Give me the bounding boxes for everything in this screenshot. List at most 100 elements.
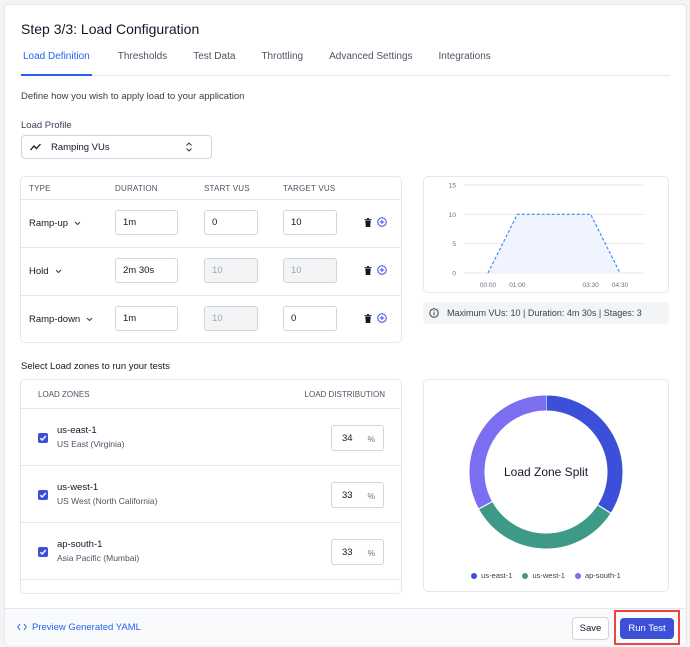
column-header-start-vus: START VUS xyxy=(204,184,250,193)
donut-legend: us-east-1 us-west-1 ap-south-1 xyxy=(424,571,668,580)
start-vus-input[interactable]: 0 xyxy=(204,210,258,235)
distribution-input[interactable]: 33% xyxy=(331,482,384,508)
check-icon xyxy=(39,435,47,442)
add-circle-icon[interactable] xyxy=(377,313,387,323)
start-vus-input: 10 xyxy=(204,306,258,331)
load-profile-value: Ramping VUs xyxy=(51,141,110,153)
check-icon xyxy=(39,549,47,556)
donut-slice-us-west-1 xyxy=(478,501,611,549)
legend-item: us-east-1 xyxy=(471,571,512,580)
zone-row-partial xyxy=(21,579,401,593)
trend-icon xyxy=(30,143,41,151)
check-icon xyxy=(39,492,47,499)
zone-region: Asia Pacific (Mumbai) xyxy=(57,553,140,563)
percent-unit: % xyxy=(367,434,375,444)
zone-region: US East (Virginia) xyxy=(57,439,125,449)
run-test-button[interactable]: Run Test xyxy=(620,618,674,639)
tab-bar: Load Definition Thresholds Test Data Thr… xyxy=(21,47,670,76)
duration-input[interactable]: 1m xyxy=(115,306,178,331)
stage-row-hold: Hold 2m 30s 10 10 xyxy=(21,247,401,295)
target-vus-input: 10 xyxy=(283,258,337,283)
save-button[interactable]: Save xyxy=(572,617,609,640)
zone-split-donut: Load Zone Split us-east-1 us-west-1 ap-s… xyxy=(423,379,669,592)
target-vus-input[interactable]: 0 xyxy=(283,306,337,331)
y-tick-label: 10 xyxy=(449,212,457,219)
x-tick-label: 00:00 xyxy=(480,282,497,289)
vus-chart-svg: 0 5 10 15 00:00 01:00 03:30 04:30 xyxy=(449,183,644,289)
trash-icon[interactable] xyxy=(364,314,372,323)
stage-type-select[interactable]: Ramp-up xyxy=(29,218,81,229)
load-profile-select[interactable]: Ramping VUs xyxy=(21,135,212,159)
legend-item: ap-south-1 xyxy=(574,571,621,580)
tab-load-definition[interactable]: Load Definition xyxy=(21,47,92,76)
column-header-load-distribution: LOAD DISTRIBUTION xyxy=(304,390,385,399)
duration-input[interactable]: 2m 30s xyxy=(115,258,178,283)
chevron-down-icon xyxy=(74,221,81,226)
percent-unit: % xyxy=(367,548,375,558)
tab-integrations[interactable]: Integrations xyxy=(438,51,491,62)
code-icon xyxy=(17,624,27,631)
stages-table: TYPE DURATION START VUS TARGET VUS Ramp-… xyxy=(20,176,402,343)
tab-test-data[interactable]: Test Data xyxy=(193,51,236,62)
zone-row-us-east-1: us-east-1 US East (Virginia) 34% xyxy=(21,408,401,465)
column-header-load-zones: LOAD ZONES xyxy=(38,390,90,399)
zone-checkbox[interactable] xyxy=(38,547,48,557)
zone-checkbox[interactable] xyxy=(38,433,48,443)
info-icon xyxy=(429,308,439,318)
donut-slice-us-east-1 xyxy=(545,395,623,513)
zone-row-ap-south-1: ap-south-1 Asia Pacific (Mumbai) 33% xyxy=(21,522,401,579)
distribution-input[interactable]: 34% xyxy=(331,425,384,451)
trash-icon[interactable] xyxy=(364,266,372,275)
zones-title: Select Load zones to run your tests xyxy=(21,361,170,372)
y-tick-label: 5 xyxy=(452,241,456,248)
series-line xyxy=(487,213,621,274)
preview-yaml-link[interactable]: Preview Generated YAML xyxy=(17,622,141,633)
summary-text: Maximum VUs: 10 | Duration: 4m 30s | Sta… xyxy=(447,308,642,318)
slice-separator xyxy=(597,504,611,514)
stage-row-ramp-up: Ramp-up 1m 0 10 xyxy=(21,199,401,247)
y-tick-label: 15 xyxy=(449,183,457,190)
slice-separator xyxy=(478,501,493,510)
load-zones-table: LOAD ZONES LOAD DISTRIBUTION us-east-1 U… xyxy=(20,379,402,594)
zone-name: us-west-1 xyxy=(57,482,99,493)
column-header-target-vus: TARGET VUS xyxy=(283,184,336,193)
stage-type-select[interactable]: Ramp-down xyxy=(29,314,93,325)
tab-advanced-settings[interactable]: Advanced Settings xyxy=(329,51,413,62)
chevron-down-icon xyxy=(86,317,93,322)
duration-input[interactable]: 1m xyxy=(115,210,178,235)
add-circle-icon[interactable] xyxy=(377,217,387,227)
donut-title: Load Zone Split xyxy=(504,465,589,479)
zone-name: us-east-1 xyxy=(57,425,97,436)
vus-line-chart: 0 5 10 15 00:00 01:00 03:30 04:30 xyxy=(423,176,669,293)
target-vus-input[interactable]: 10 xyxy=(283,210,337,235)
y-tick-label: 0 xyxy=(452,271,456,278)
zone-name: ap-south-1 xyxy=(57,539,103,550)
donut-slice-ap-south-1 xyxy=(469,395,547,509)
summary-bar: Maximum VUs: 10 | Duration: 4m 30s | Sta… xyxy=(423,302,669,324)
stage-type-select[interactable]: Hold xyxy=(29,266,62,277)
x-tick-label: 01:00 xyxy=(509,282,526,289)
tab-thresholds[interactable]: Thresholds xyxy=(117,51,168,62)
page-title: Step 3/3: Load Configuration xyxy=(21,21,200,37)
add-circle-icon[interactable] xyxy=(377,265,387,275)
tab-throttling[interactable]: Throttling xyxy=(261,51,304,62)
start-vus-input: 10 xyxy=(204,258,258,283)
stage-row-ramp-down: Ramp-down 1m 10 0 xyxy=(21,295,401,343)
chevron-updown-icon xyxy=(186,142,192,152)
trash-icon[interactable] xyxy=(364,218,372,227)
run-test-highlight: Run Test xyxy=(614,610,680,645)
zone-region: US West (North California) xyxy=(57,496,158,506)
column-header-type: TYPE xyxy=(29,184,51,193)
load-config-panel: Step 3/3: Load Configuration Load Defini… xyxy=(4,4,687,645)
chevron-down-icon xyxy=(55,269,61,274)
x-tick-label: 04:30 xyxy=(612,282,629,289)
x-tick-label: 03:30 xyxy=(583,282,600,289)
zone-row-us-west-1: us-west-1 US West (North California) 33% xyxy=(21,465,401,522)
zone-checkbox[interactable] xyxy=(38,490,48,500)
load-profile-label: Load Profile xyxy=(21,120,72,131)
percent-unit: % xyxy=(367,491,375,501)
column-header-duration: DURATION xyxy=(115,184,158,193)
donut-chart-svg: Load Zone Split xyxy=(469,395,623,549)
area-fill xyxy=(488,214,620,273)
distribution-input[interactable]: 33% xyxy=(331,539,384,565)
